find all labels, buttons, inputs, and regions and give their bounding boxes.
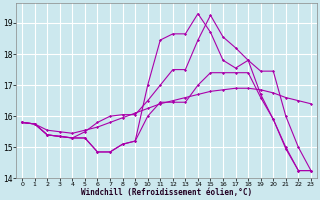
X-axis label: Windchill (Refroidissement éolien,°C): Windchill (Refroidissement éolien,°C)	[81, 188, 252, 197]
